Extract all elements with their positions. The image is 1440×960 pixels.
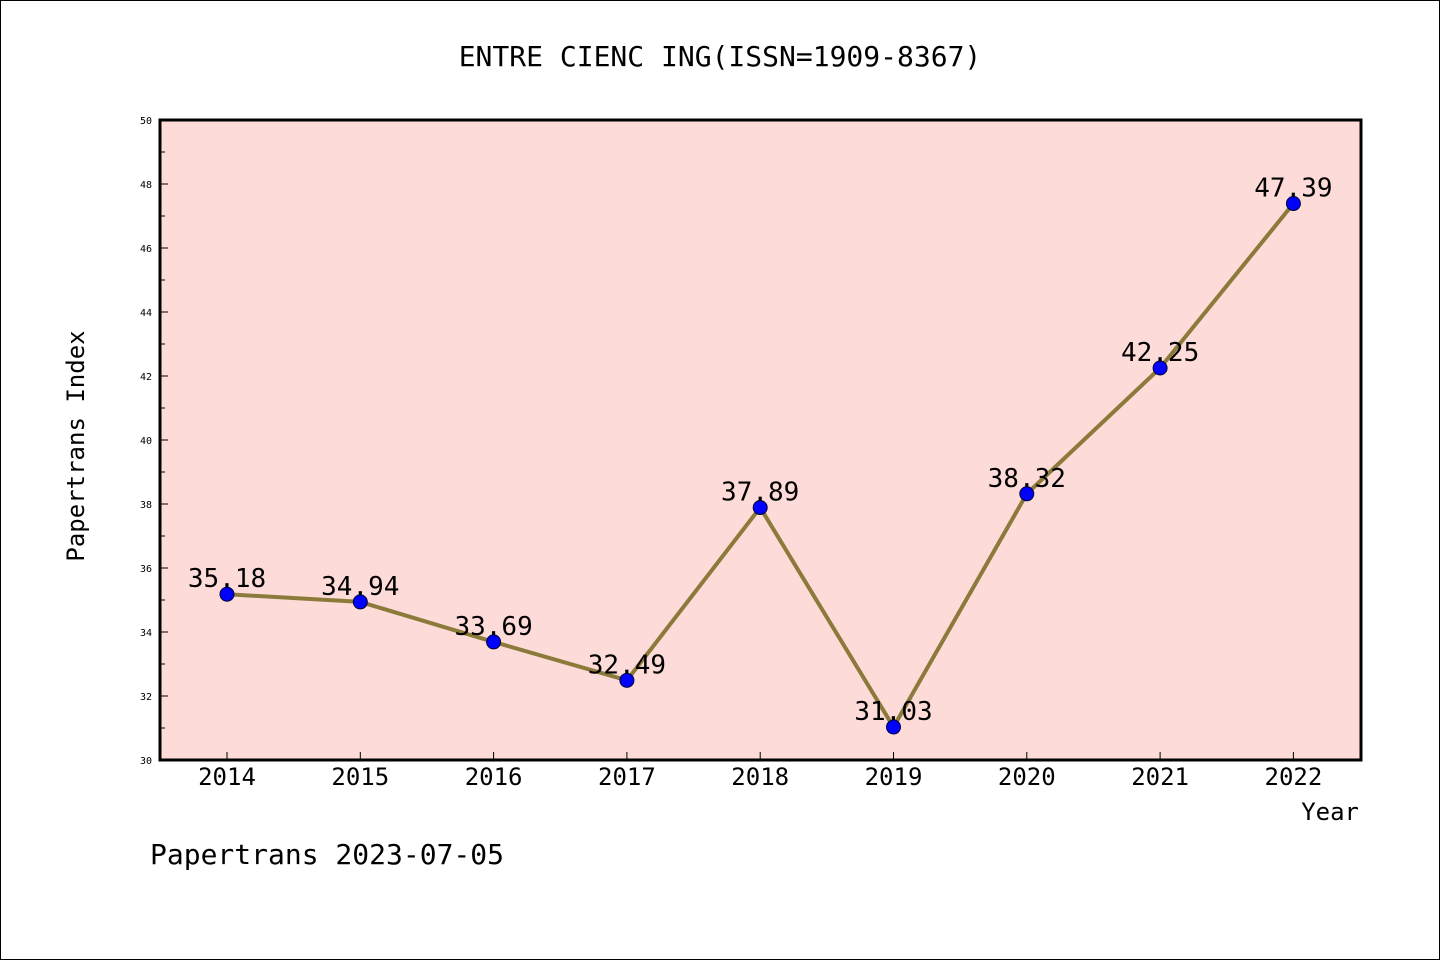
data-label: 47.39	[1254, 174, 1332, 204]
data-point	[886, 719, 901, 735]
x-tick-label: 2016	[465, 763, 523, 791]
y-tick-label: 50	[140, 116, 152, 127]
data-label: 31.03	[854, 697, 932, 727]
x-tick-label: 2014	[198, 763, 256, 791]
y-tick-label: 38	[140, 500, 152, 511]
y-axis-label: Papertrans Index	[62, 330, 90, 561]
y-tick-label: 32	[140, 692, 152, 703]
y-tick-label: 36	[140, 564, 152, 575]
data-label: 37.89	[721, 478, 799, 508]
footer-stamp: Papertrans 2023-07-05	[150, 838, 504, 871]
x-tick-label: 2021	[1131, 763, 1189, 791]
y-tick-label: 48	[140, 180, 152, 191]
y-tick-label: 30	[140, 756, 152, 767]
x-tick-label: 2015	[331, 763, 389, 791]
y-tick-label: 40	[140, 436, 152, 447]
data-point	[1285, 196, 1301, 212]
data-label: 38.32	[988, 464, 1066, 494]
x-axis-label: Year	[1301, 798, 1359, 826]
chart-title: ENTRE CIENC ING(ISSN=1909-8367)	[459, 40, 982, 73]
x-tick-label: 2017	[598, 763, 656, 791]
data-point	[219, 586, 235, 602]
x-axis: 2014 2015 2016 2017 2018 2019 2020 2021 2022	[198, 752, 1322, 791]
data-point	[486, 634, 502, 650]
data-point	[352, 594, 368, 610]
data-point	[619, 672, 635, 688]
plot-area	[158, 118, 1363, 762]
y-tick-label: 42	[140, 372, 152, 383]
y-tick-label: 46	[140, 244, 152, 255]
y-tick-label: 44	[140, 308, 152, 319]
data-label: 34.94	[321, 572, 399, 602]
data-point	[1152, 360, 1168, 376]
data-label: 42.25	[1121, 338, 1199, 368]
x-tick-label: 2020	[998, 763, 1056, 791]
x-tick-label: 2022	[1265, 763, 1323, 791]
data-label: 32.49	[588, 650, 666, 680]
data-label: 33.69	[454, 612, 532, 642]
y-axis: 30 32 34 36 38 40 42 44 46 48 50	[140, 116, 168, 767]
data-point	[1019, 486, 1035, 502]
data-label: 35.18	[188, 564, 266, 594]
data-labels: 35.18 34.94 33.69 32.49 37.89 31.03 38.32 42.25…	[188, 174, 1333, 728]
x-tick-label: 2018	[731, 763, 789, 791]
y-tick-label: 34	[140, 628, 152, 639]
data-point	[752, 500, 768, 516]
x-tick-label: 2019	[865, 763, 923, 791]
data-points	[219, 196, 1301, 735]
